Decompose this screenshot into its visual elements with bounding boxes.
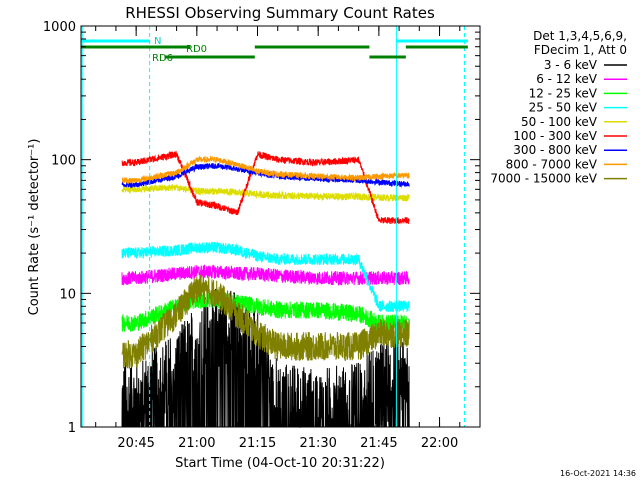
y-axis-label: Count Rate (s⁻¹ detector⁻¹) [27,139,42,316]
legend-header-2: FDecim 1, Att 0 [534,43,627,57]
series-line-4 [121,241,410,313]
x-tick-label: 21:00 [178,436,215,451]
x-axis-label: Start Time (04-Oct-10 20:31:22) [175,456,385,471]
series-line-8 [121,155,410,185]
annotation-n: N [154,36,161,47]
chart-title: RHESSI Observing Summary Count Rates [125,4,435,22]
series-line-3 [121,290,410,332]
ticks-layer: 1 10 100 1000 20:45 21:00 21:15 21:30 21:45 22:00 [43,20,481,451]
legend-label-1: 3 - 6 keV [544,58,598,72]
x-tick-label: 22:00 [421,436,458,451]
legend-label-3: 12 - 25 keV [529,86,598,100]
x-tick-label: 21:45 [360,436,397,451]
legend-header-1: Det 1,3,4,5,6,9, [533,29,627,43]
legend-label-2: 6 - 12 keV [536,72,598,86]
annotation-rd0: RD0 [186,44,207,55]
x-tick-label: 20:45 [117,436,154,451]
x-tick-label: 21:30 [299,436,336,451]
overlay-layer [81,26,468,427]
series-line-2 [121,264,410,286]
legend-label-9: 7000 - 15000 keV [490,172,597,186]
y-tick-label: 1000 [43,20,76,35]
legend-label-4: 25 - 50 keV [529,101,598,115]
timestamp-footer: 16-Oct-2021 14:36 [560,469,636,478]
series-line-6 [121,150,410,225]
y-tick-label: 10 [59,287,76,302]
data-layer [121,150,410,429]
legend-label-6: 100 - 300 keV [513,129,597,143]
y-tick-label: 1 [68,421,76,436]
legend-label-8: 800 - 7000 keV [506,157,598,171]
annotation-rd6: RD6 [152,53,173,64]
y-tick-label: 100 [51,154,76,169]
legend-label-7: 300 - 800 keV [513,143,597,157]
series-line-5 [121,184,410,203]
legend: Det 1,3,4,5,6,9, FDecim 1, Att 0 3 - 6 k… [490,29,627,186]
plot-frame [80,25,481,428]
legend-label-5: 50 - 100 keV [521,115,598,129]
series-line-9 [121,274,410,369]
x-tick-label: 21:15 [239,436,276,451]
